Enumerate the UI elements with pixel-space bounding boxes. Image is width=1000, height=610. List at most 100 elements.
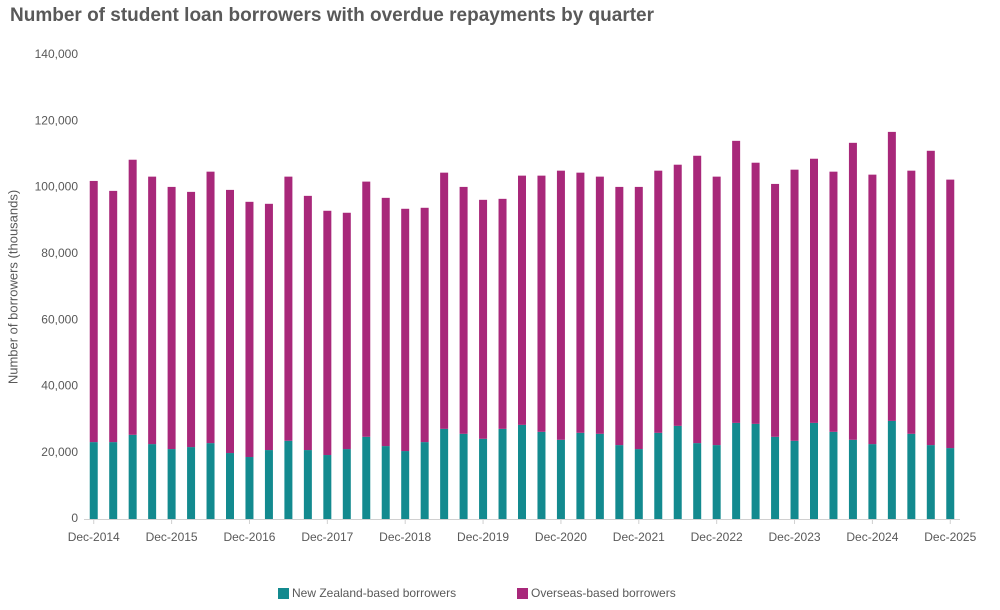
bar-segment — [323, 455, 332, 519]
bar-segment — [829, 431, 838, 519]
x-tick-label: Dec-2018 — [379, 530, 431, 544]
bar-segment — [167, 449, 176, 519]
bar-segment — [284, 176, 293, 441]
x-tick-label: Dec-2016 — [223, 530, 275, 544]
bar-segment — [790, 440, 799, 519]
bar-segment — [206, 443, 215, 519]
bar-segment — [420, 207, 429, 443]
bar-segment — [537, 175, 546, 432]
bar-segment — [420, 442, 429, 519]
bar-segment — [946, 179, 955, 449]
bar-segment — [576, 432, 585, 519]
bar-segment — [693, 443, 702, 519]
bar-segment — [479, 438, 488, 519]
bar-segment — [673, 425, 682, 519]
y-tick-label: 120,000 — [35, 113, 79, 127]
bar-segment — [907, 170, 916, 434]
bar-segment — [89, 442, 98, 519]
bar-segment — [712, 445, 721, 519]
x-tick-label: Dec-2023 — [769, 530, 821, 544]
bar-segment — [634, 186, 643, 450]
bar-segment — [342, 449, 351, 519]
bar-segment — [868, 444, 877, 519]
bar-segment — [751, 423, 760, 519]
bar-segment — [907, 433, 916, 519]
bar-segment — [848, 142, 857, 440]
x-tick-label: Dec-2024 — [846, 530, 898, 544]
bar-segment — [440, 172, 449, 429]
bar-segment — [459, 186, 468, 434]
y-tick-label: 140,000 — [35, 47, 79, 61]
y-tick-label: 60,000 — [41, 312, 78, 326]
bar-segment — [323, 210, 332, 456]
bar-segment — [810, 422, 818, 519]
x-tick-label: Dec-2014 — [68, 530, 120, 544]
bar-segment — [615, 186, 624, 446]
bar-segment — [303, 195, 312, 451]
bar-segment — [654, 432, 663, 519]
bar-segment — [615, 445, 624, 519]
bar-segment — [751, 162, 760, 424]
bar-segment — [362, 436, 371, 519]
bar-segment — [537, 431, 546, 519]
y-tick-label: 40,000 — [41, 379, 78, 393]
y-tick-label: 0 — [71, 511, 78, 525]
bar-segment — [148, 444, 157, 519]
bar-segment — [128, 434, 137, 519]
bar-segment — [926, 445, 935, 519]
bar-segment — [732, 140, 741, 423]
bar-segment — [187, 191, 196, 448]
bar-segment — [712, 176, 721, 446]
bar-segment — [829, 171, 838, 432]
bar-segment — [128, 159, 137, 435]
x-tick-label: Dec-2021 — [613, 530, 665, 544]
bar-segment — [381, 446, 390, 519]
bar-segment — [479, 199, 488, 439]
bar-segment — [459, 433, 468, 519]
y-tick-label: 20,000 — [41, 445, 78, 459]
bar-segment — [226, 453, 234, 519]
bar-segment — [440, 428, 449, 519]
legend-swatch — [278, 588, 289, 599]
bar-segment — [595, 176, 604, 434]
bar-segment — [89, 180, 98, 443]
bar-segment — [342, 212, 351, 450]
bar-segment — [868, 174, 877, 445]
bar-segment — [926, 150, 935, 446]
y-axis-title: Number of borrowers (thousands) — [5, 190, 20, 384]
bar-segment — [848, 439, 857, 519]
x-tick-label: Dec-2017 — [301, 530, 353, 544]
bar-segment — [771, 436, 780, 519]
bar-segment — [595, 433, 604, 519]
bar-segment — [109, 442, 118, 519]
legend-swatch — [517, 588, 528, 599]
x-tick-label: Dec-2019 — [457, 530, 509, 544]
bar-segment — [790, 169, 799, 441]
x-tick-label: Dec-2025 — [924, 530, 976, 544]
bar-segment — [381, 197, 390, 447]
x-tick-label: Dec-2020 — [535, 530, 587, 544]
bar-segment — [556, 439, 565, 519]
bar-segment — [498, 428, 507, 519]
y-tick-label: 100,000 — [35, 180, 79, 194]
bar-segment — [264, 450, 273, 519]
bar-segment — [518, 424, 526, 519]
bar-segment — [946, 448, 955, 519]
bar-segment — [245, 201, 254, 458]
bar-segment — [771, 183, 780, 437]
x-tick-label: Dec-2022 — [691, 530, 743, 544]
bar-segment — [401, 208, 410, 452]
bar-segment — [303, 450, 312, 519]
bar-segment — [576, 172, 585, 433]
bar-segment — [187, 447, 196, 519]
bar-segment — [264, 203, 273, 451]
bar-segment — [887, 131, 896, 421]
y-tick-label: 80,000 — [41, 246, 78, 260]
bar-segment — [634, 449, 643, 519]
bar-segment — [810, 158, 818, 423]
bar-segment — [284, 440, 293, 519]
bar-segment — [887, 420, 896, 519]
bar-segment — [245, 457, 254, 519]
bar-segment — [362, 181, 371, 437]
